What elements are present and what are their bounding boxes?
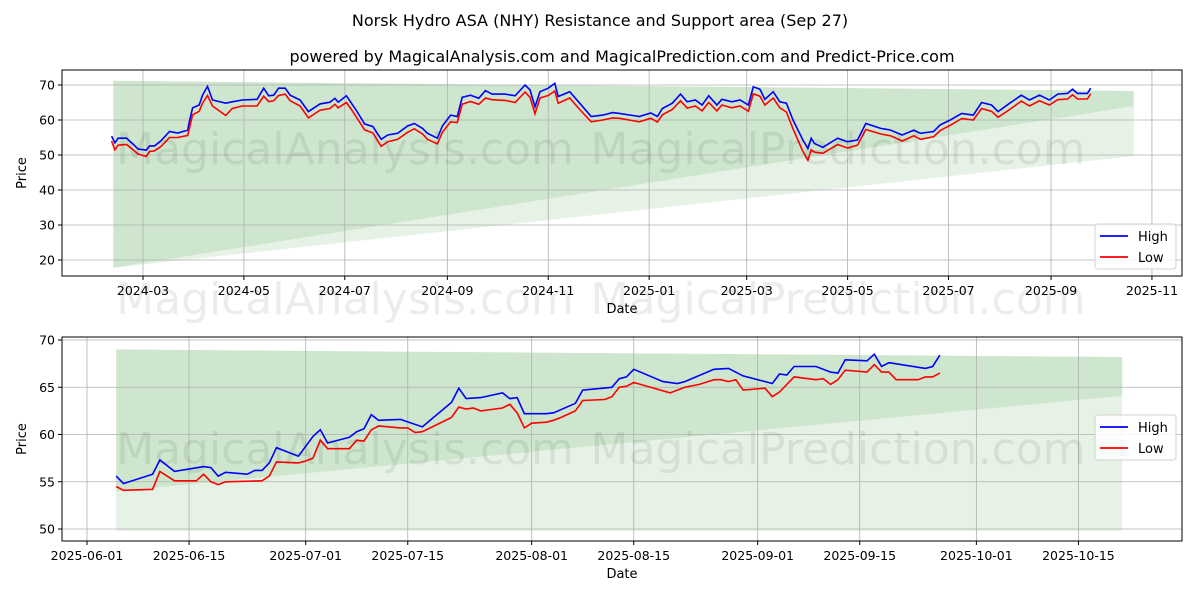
legend-label: Low — [1138, 442, 1164, 457]
x-tick-label: 2025-11 — [1126, 283, 1178, 298]
y-tick-label: 50 — [39, 522, 55, 537]
x-tick-label: 2025-01 — [623, 283, 675, 298]
y-tick-label: 60 — [39, 113, 55, 128]
watermark-analysis: MagicalAnalysis.com — [116, 424, 574, 475]
x-tick-label: 2025-05 — [821, 283, 873, 298]
axes-frame — [61, 336, 1183, 542]
x-tick-label: 2025-06-01 — [51, 548, 124, 563]
x-tick-label: 2025-10-15 — [1042, 548, 1115, 563]
series-line-low — [115, 363, 941, 492]
x-tick-label: 2024-11 — [522, 283, 574, 298]
y-tick-label: 55 — [39, 474, 55, 489]
legend-label: High — [1138, 230, 1168, 245]
top-panel: 20 30 40 50 60 70 2024-03 2024-05 2024-07 2024-09… — [15, 69, 1183, 317]
x-axis-label: Date — [606, 567, 637, 582]
x-tick-label: 2025-07-01 — [269, 548, 342, 563]
y-tick-label: 65 — [39, 380, 55, 395]
series-line-high — [110, 81, 1092, 151]
watermark-prediction: MagicalPrediction.com — [591, 124, 1086, 175]
series-line-low — [110, 89, 1092, 163]
y-tick-label: 70 — [39, 78, 55, 93]
watermark-analysis: MagicalAnalysis.com — [116, 274, 574, 325]
watermark-prediction: MagicalPrediction.com — [591, 424, 1086, 475]
legend: High Low — [1094, 223, 1177, 270]
y-tick-label: 30 — [39, 218, 55, 233]
x-tick-label: 2025-03 — [721, 283, 773, 298]
watermark-prediction: MagicalPrediction.com — [591, 274, 1086, 325]
series-line-high — [115, 352, 941, 485]
x-tick-label: 2025-07 — [922, 283, 974, 298]
legend-label: High — [1138, 421, 1168, 436]
x-tick-label: 2025-10-01 — [940, 548, 1013, 563]
x-tick-label: 2025-06-15 — [153, 548, 226, 563]
chart-title: Norsk Hydro ASA (NHY) Resistance and Sup… — [352, 11, 848, 30]
y-tick-label: 50 — [39, 148, 55, 163]
x-tick-label: 2024-03 — [117, 283, 169, 298]
x-tick-label: 2025-09 — [1025, 283, 1077, 298]
y-axis-label: Price — [15, 423, 30, 455]
x-tick-label: 2025-09-01 — [721, 548, 794, 563]
watermark-analysis: MagicalAnalysis.com — [116, 124, 574, 175]
y-tick-label: 60 — [39, 427, 55, 442]
legend: High Low — [1094, 414, 1177, 461]
x-tick-label: 2025-09-15 — [823, 548, 896, 563]
legend-label: Low — [1138, 251, 1164, 266]
x-tick-label: 2025-07-15 — [371, 548, 444, 563]
y-tick-label: 40 — [39, 183, 55, 198]
y-tick-label: 70 — [39, 333, 55, 348]
resistance-area — [116, 349, 1123, 492]
x-axis-label: Date — [606, 302, 637, 317]
axes-frame — [61, 69, 1183, 277]
y-tick-label: 20 — [39, 253, 55, 268]
x-tick-label: 2024-05 — [218, 283, 270, 298]
watermarks: MagicalAnalysis.com MagicalPrediction.co… — [116, 124, 1085, 475]
support-area — [116, 349, 1123, 531]
x-tick-label: 2025-08-15 — [597, 548, 670, 563]
x-tick-label: 2024-07 — [319, 283, 371, 298]
y-axis-label: Price — [15, 157, 30, 189]
chart-subtitle: powered by MagicalAnalysis.com and Magic… — [289, 47, 954, 66]
x-tick-label: 2024-09 — [421, 283, 473, 298]
x-tick-label: 2025-08-01 — [495, 548, 568, 563]
bottom-panel: 50 55 60 65 70 2025-06-01 2025-06-15 2025-07-01… — [15, 333, 1183, 582]
